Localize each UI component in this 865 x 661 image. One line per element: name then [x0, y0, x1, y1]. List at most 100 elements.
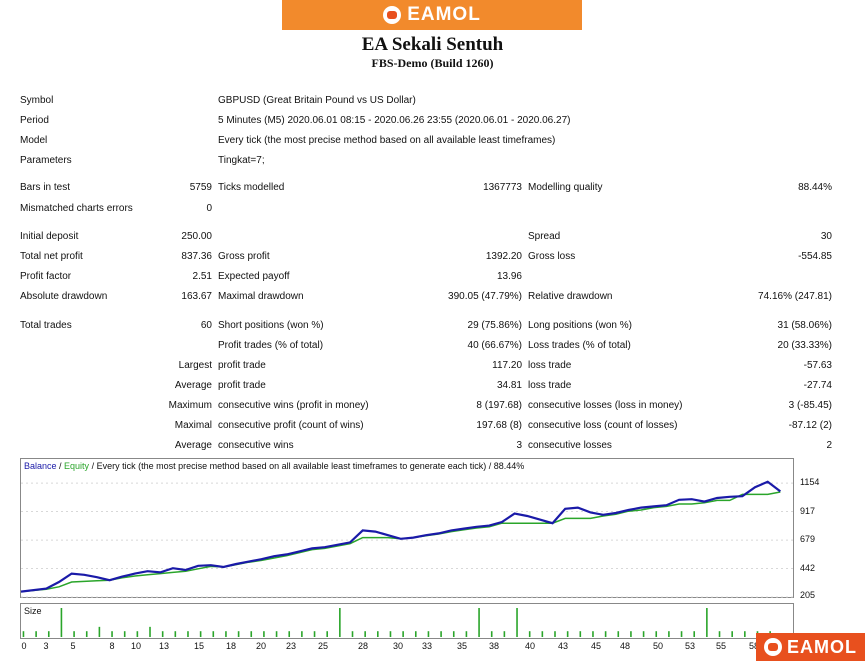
x-tick-label: 8	[109, 641, 115, 651]
corner-logo-icon	[764, 638, 782, 656]
size-bar	[592, 631, 594, 637]
profit-factor-value: 2.51	[192, 271, 212, 282]
x-tick-label: 38	[488, 641, 499, 651]
expected-payoff-value: 13.96	[496, 271, 522, 282]
size-bar	[744, 631, 746, 637]
balance-series-line	[20, 480, 782, 593]
x-tick-label: 20	[255, 641, 266, 651]
parameters-value: Tingkat=7;	[218, 155, 265, 166]
size-bar	[288, 631, 291, 637]
size-bar	[452, 631, 455, 637]
short-positions-label: Short positions (won %)	[218, 320, 324, 331]
y-tick-label: 917	[800, 505, 816, 516]
short-positions-value: 29 (75.86%)	[467, 320, 522, 331]
size-bar	[655, 631, 658, 637]
size-bar	[161, 631, 164, 637]
net-profit-value: 837.36	[181, 251, 212, 262]
maximal-consecutive-profit-value: 197.68 (8)	[476, 420, 522, 431]
x-tick-label: 48	[619, 641, 630, 651]
size-bar	[490, 631, 493, 637]
model-label: Model	[20, 135, 48, 146]
gross-loss-label: Gross loss	[528, 251, 576, 262]
size-bar	[250, 631, 253, 637]
average-loss-value: -27.74	[803, 380, 832, 391]
size-bar	[693, 631, 696, 637]
maximal-consecutive-loss-label: consecutive loss (count of losses)	[528, 420, 678, 431]
size-bar	[377, 631, 379, 637]
size-bar	[136, 631, 139, 637]
x-tick-label: 25	[317, 641, 328, 651]
size-chart-frame	[20, 603, 794, 639]
maximal-drawdown-value: 390.05 (47.79%)	[448, 291, 522, 302]
report-subtitle: FBS-Demo (Build 1260)	[371, 56, 494, 70]
y-tick-label: 205	[800, 590, 816, 600]
size-bar	[275, 631, 278, 637]
logo-icon	[383, 6, 402, 24]
total-trades-label: Total trades	[20, 320, 72, 331]
size-bar	[566, 631, 569, 637]
average-consecutive-losses-label: consecutive losses	[528, 440, 612, 451]
max-consecutive-wins-label: consecutive wins (profit in money)	[218, 400, 369, 411]
spread-value: 30	[820, 231, 832, 242]
ticks-label: Ticks modelled	[218, 182, 285, 193]
gross-loss-value: -554.85	[798, 251, 832, 262]
x-tick-label: 45	[590, 641, 601, 651]
size-bar	[541, 631, 544, 637]
size-bar	[263, 631, 265, 637]
size-bar	[225, 631, 227, 637]
size-bar	[604, 631, 607, 637]
logo-text: EAMOL	[407, 4, 481, 25]
x-tick-label: 15	[193, 641, 204, 651]
total-trades-value: 60	[200, 320, 212, 331]
x-tick-label: 10	[130, 641, 141, 651]
x-tick-label: 5	[70, 641, 76, 651]
size-label: Size	[24, 606, 42, 616]
symbol-label: Symbol	[20, 95, 54, 106]
size-bar	[301, 631, 303, 637]
mismatch-value: 0	[206, 203, 212, 214]
x-tick-label: 28	[357, 641, 368, 651]
period-label: Period	[20, 115, 49, 126]
bars-label: Bars in test	[20, 182, 71, 193]
max-consecutive-losses-value: 3 (-85.45)	[788, 400, 832, 411]
size-bar	[731, 631, 733, 637]
size-bar	[60, 608, 63, 637]
size-bar	[237, 631, 240, 637]
size-bar	[351, 631, 354, 637]
corner-logo-text: EAMOL	[787, 636, 857, 657]
size-bar	[149, 626, 151, 637]
size-bar	[414, 631, 417, 637]
profit-factor-label: Profit factor	[20, 271, 72, 282]
size-bar	[478, 608, 480, 637]
x-tick-label: 0	[21, 641, 27, 651]
size-bar	[326, 631, 328, 637]
size-bar	[503, 631, 506, 637]
size-bar	[528, 631, 531, 637]
maximal-consecutive-profit-label: consecutive profit (count of wins)	[218, 420, 364, 431]
size-bar	[313, 631, 316, 637]
x-tick-label: 3	[43, 641, 49, 651]
mismatch-label: Mismatched charts errors	[20, 203, 133, 214]
size-bar	[339, 608, 341, 637]
x-tick-label: 23	[285, 641, 296, 651]
size-bar	[35, 631, 37, 637]
size-bar	[706, 608, 708, 637]
deposit-value: 250.00	[181, 231, 212, 242]
size-bar	[668, 631, 670, 637]
corner-logo: EAMOL	[756, 633, 865, 661]
loss-trades-value: 20 (33.33%)	[777, 340, 832, 351]
profit-trades-label: Profit trades (% of total)	[218, 340, 324, 351]
x-tick-label: 30	[392, 641, 403, 651]
maximum-label: Maximum	[168, 400, 212, 411]
x-tick-label: 33	[421, 641, 432, 651]
size-bar	[364, 631, 366, 637]
x-tick-label: 55	[715, 641, 726, 651]
loss-trades-label: Loss trades (% of total)	[528, 340, 631, 351]
size-bar	[389, 631, 392, 637]
size-bar	[554, 631, 556, 637]
size-bar	[642, 631, 645, 637]
expected-payoff-label: Expected payoff	[218, 271, 290, 282]
absolute-drawdown-value: 163.67	[181, 291, 212, 302]
size-bar	[680, 631, 683, 637]
